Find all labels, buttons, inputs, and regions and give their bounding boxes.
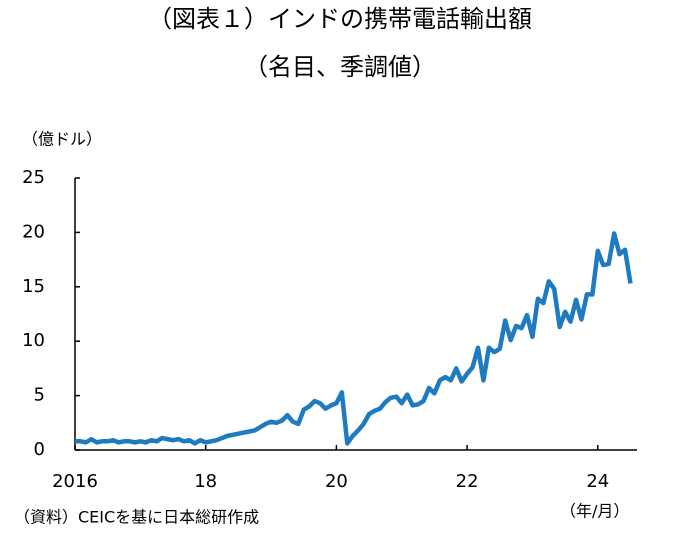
data-line (75, 231, 633, 446)
y-tick-label: 5 (34, 385, 45, 406)
chart-subtitle: （名目、季調値） (244, 53, 436, 81)
y-tick-label: 15 (22, 276, 45, 297)
x-axis-label: （年/月） (560, 502, 629, 521)
y-axis-label: （億ドル） (22, 130, 102, 149)
y-tick-label: 0 (34, 439, 45, 460)
y-tick-label: 10 (22, 330, 45, 351)
x-tick-label: 20 (325, 471, 348, 492)
y-tick-label: 20 (22, 221, 45, 242)
x-tick-label: 24 (586, 471, 609, 492)
y-tick-label: 25 (22, 167, 45, 188)
chart-title: （図表１）インドの携帯電話輸出額 (148, 5, 532, 33)
x-tick-label: 18 (194, 471, 217, 492)
x-tick-label: 2016 (52, 471, 98, 492)
source-note: （資料）CEICを基に日本総研作成 (14, 508, 259, 527)
x-tick-label: 22 (456, 471, 479, 492)
